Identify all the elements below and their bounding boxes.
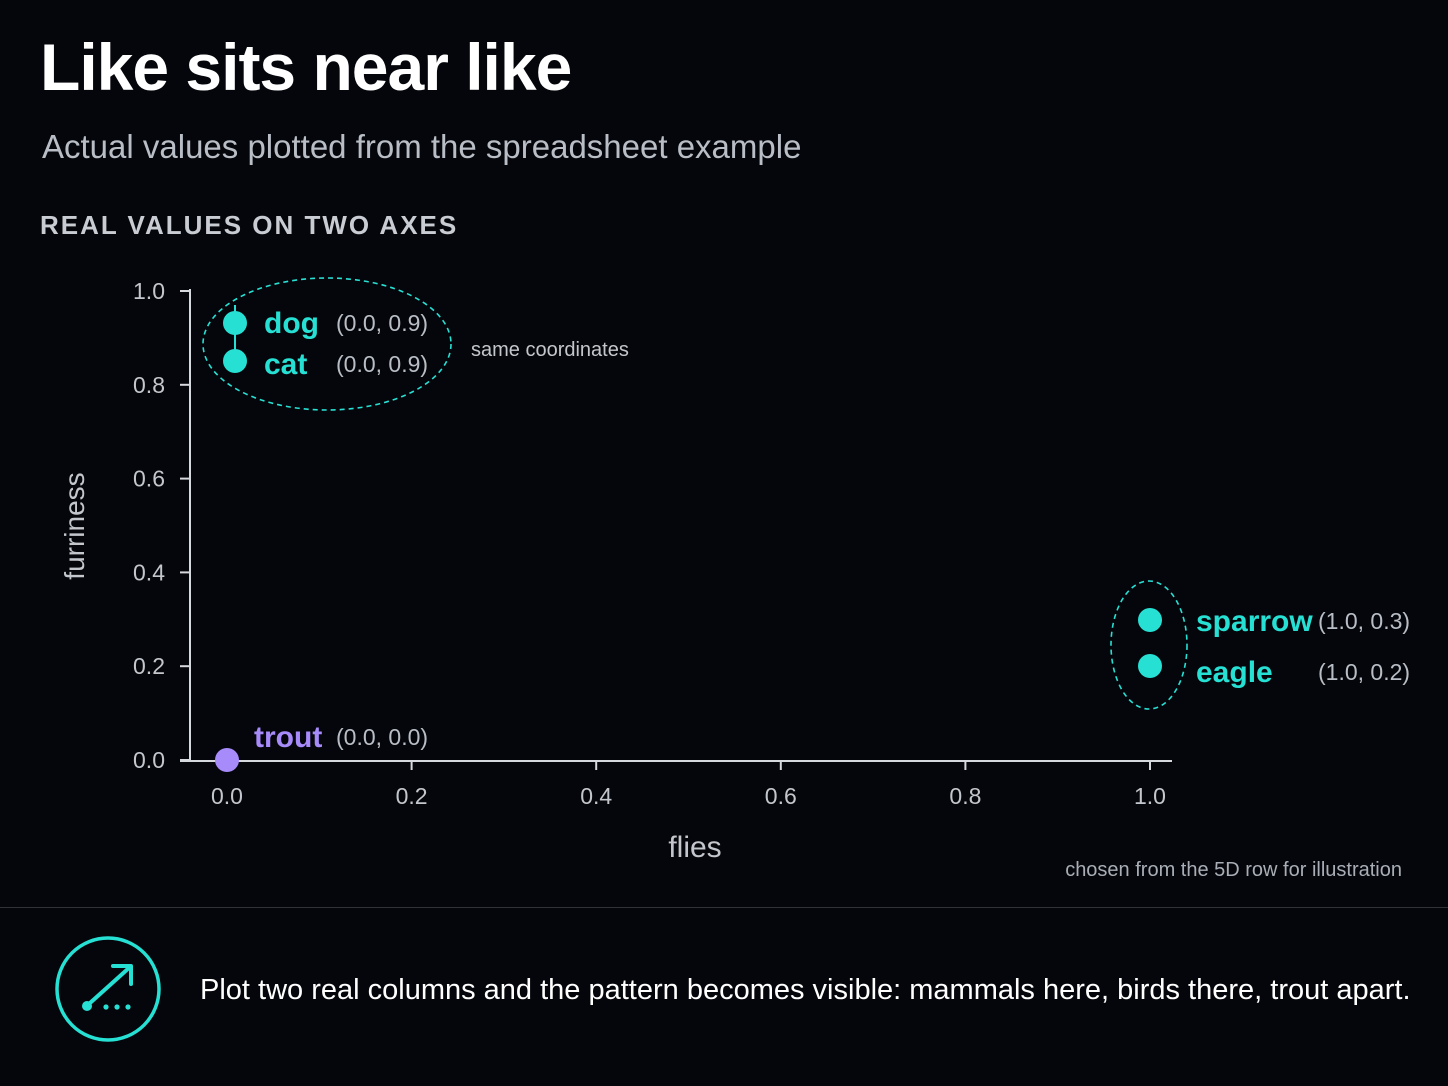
scatter-arrow-icon bbox=[55, 936, 161, 1042]
point-trout bbox=[215, 748, 239, 772]
point-label-dog: dog bbox=[264, 307, 319, 340]
footer-text: Plot two real columns and the pattern be… bbox=[200, 974, 1411, 1006]
x-tick-label: 0.0 bbox=[211, 783, 243, 809]
x-tick-label: 0.4 bbox=[580, 783, 612, 809]
point-eagle bbox=[1138, 654, 1162, 678]
point-label-sparrow: sparrow bbox=[1196, 605, 1313, 638]
scatter-chart: 0.0 0.2 0.4 0.6 0.8 1.0 0.0 0.2 0.4 0.6 0.8 1.0 dog… bbox=[59, 277, 1410, 864]
bird-cluster-outline bbox=[1110, 580, 1188, 710]
point-label-trout: trout bbox=[254, 721, 322, 754]
y-tick-label: 1.0 bbox=[133, 278, 165, 304]
point-coords-sparrow: (1.0, 0.3) bbox=[1318, 608, 1410, 634]
point-label-cat: cat bbox=[264, 348, 307, 381]
y-tick-label: 0.0 bbox=[133, 747, 165, 773]
footer-divider bbox=[0, 907, 1448, 908]
point-cat bbox=[223, 349, 247, 373]
point-coords-cat: (0.0, 0.9) bbox=[336, 351, 428, 377]
y-tick-label: 0.8 bbox=[133, 372, 165, 398]
point-coords-trout: (0.0, 0.0) bbox=[336, 724, 428, 750]
axes: 0.0 0.2 0.4 0.6 0.8 1.0 0.0 0.2 0.4 0.6 0.8 1.0 bbox=[133, 278, 1172, 809]
mammal-cluster-outline bbox=[202, 277, 452, 411]
x-tick-label: 0.8 bbox=[949, 783, 981, 809]
point-dog bbox=[223, 311, 247, 335]
data-points: dog (0.0, 0.9) cat (0.0, 0.9) sparrow (1.0, 0… bbox=[215, 305, 1410, 772]
point-sparrow bbox=[1138, 608, 1162, 632]
section-label: REAL VALUES ON TWO AXES bbox=[40, 210, 459, 240]
x-tick-label: 1.0 bbox=[1134, 783, 1166, 809]
same-coordinates-annotation: same coordinates bbox=[471, 339, 629, 361]
cluster-outlines bbox=[202, 277, 1188, 710]
x-axis-label: flies bbox=[668, 831, 721, 864]
x-tick-label: 0.2 bbox=[396, 783, 428, 809]
chart-footnote: chosen from the 5D row for illustration bbox=[1065, 859, 1402, 881]
point-coords-dog: (0.0, 0.9) bbox=[336, 310, 428, 336]
point-label-eagle: eagle bbox=[1196, 656, 1273, 689]
page-title: Like sits near like bbox=[40, 30, 572, 104]
y-tick-label: 0.2 bbox=[133, 653, 165, 679]
x-tick-label: 0.6 bbox=[765, 783, 797, 809]
point-coords-eagle: (1.0, 0.2) bbox=[1318, 659, 1410, 685]
y-axis-label: furriness bbox=[59, 472, 90, 579]
y-tick-label: 0.6 bbox=[133, 466, 165, 492]
page-subtitle: Actual values plotted from the spreadshe… bbox=[42, 128, 802, 165]
y-tick-label: 0.4 bbox=[133, 559, 165, 585]
